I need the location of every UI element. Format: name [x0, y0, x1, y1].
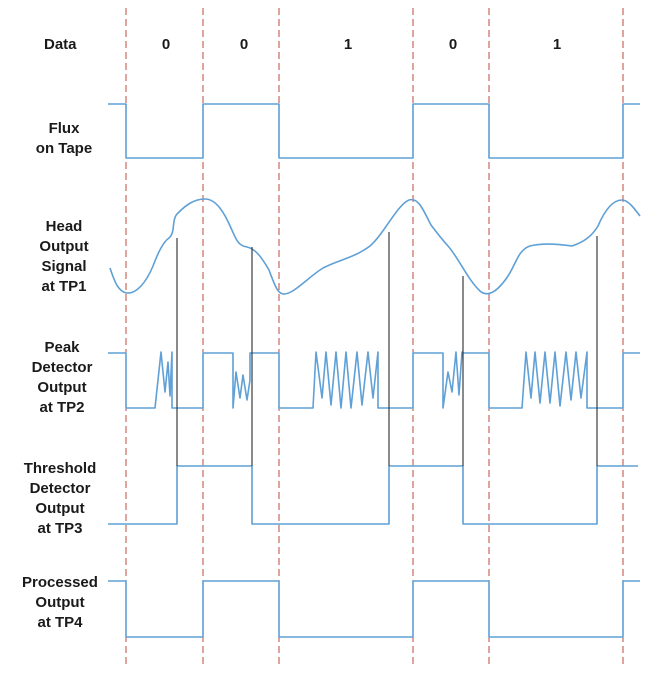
data-row-label: Data	[44, 36, 77, 53]
label-line: Output	[35, 594, 84, 611]
data-bit: 0	[449, 36, 457, 53]
peak-detector-waveform	[108, 351, 640, 409]
label-line: Threshold	[24, 460, 97, 477]
label-line: Head	[46, 218, 83, 235]
label-line: Flux	[49, 120, 80, 137]
flux-label: Flux on Tape	[36, 120, 92, 157]
data-bit: 1	[344, 36, 352, 53]
label-line: at TP2	[39, 399, 84, 416]
data-bit: 1	[553, 36, 561, 53]
label-line: Output	[35, 500, 84, 517]
label-line: Detector	[30, 480, 91, 497]
label-line: Output	[39, 238, 88, 255]
label-line: Peak	[44, 339, 80, 356]
label-line: Detector	[32, 359, 93, 376]
label-line: at TP1	[41, 278, 86, 295]
label-line: Signal	[41, 258, 86, 275]
threshold-detector-label: Threshold Detector Output at TP3	[24, 460, 97, 537]
processed-output-waveform	[108, 580, 640, 638]
peak-detector-label: Peak Detector Output at TP2	[32, 339, 93, 416]
head-output-waveform	[109, 198, 641, 295]
threshold-detector-waveform	[108, 465, 638, 525]
data-bit: 0	[240, 36, 248, 53]
processed-output-label: Processed Output at TP4	[22, 574, 98, 631]
label-line: Output	[37, 379, 86, 396]
head-output-label: Head Output Signal at TP1	[39, 218, 88, 295]
label-line: at TP3	[37, 520, 82, 537]
bit-boundaries	[125, 8, 624, 668]
label-line: on Tape	[36, 140, 92, 157]
label-line: at TP4	[37, 614, 83, 631]
flux-waveform	[108, 103, 640, 159]
label-line: Processed	[22, 574, 98, 591]
data-bit: 0	[162, 36, 170, 53]
threshold-markers	[176, 232, 598, 466]
